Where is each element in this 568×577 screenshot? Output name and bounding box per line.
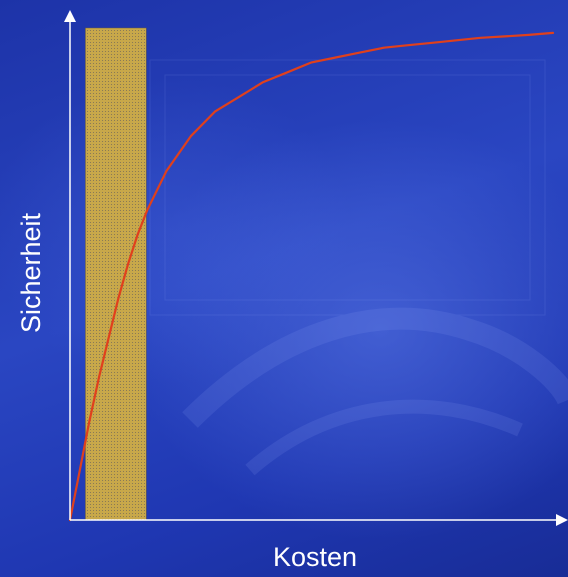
- series-line: [68, 31, 555, 522]
- background-decoration: [149, 59, 568, 476]
- x-axis-arrow: [556, 514, 568, 526]
- y-axis-arrow: [64, 10, 76, 22]
- x-axis-label: Kosten: [273, 542, 357, 572]
- x-axis: [70, 514, 568, 526]
- highlight-band: [85, 27, 147, 521]
- y-axis-label: Sicherheit: [16, 212, 46, 333]
- y-axis: [64, 10, 76, 520]
